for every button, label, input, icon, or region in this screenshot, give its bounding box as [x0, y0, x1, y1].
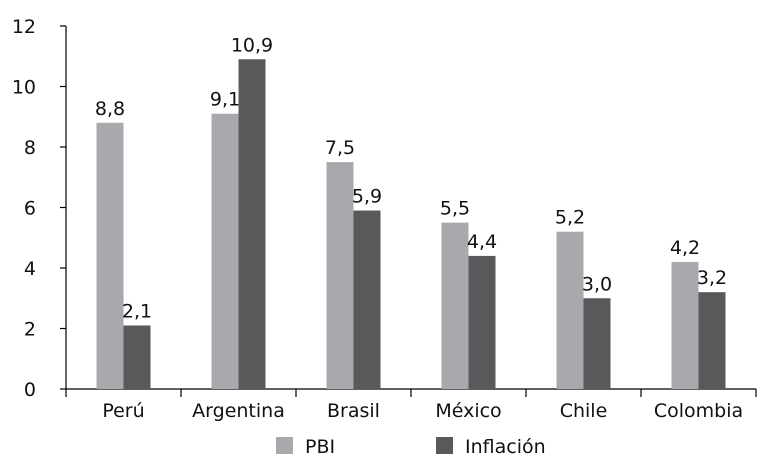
- bar-pbi-argentina: [211, 113, 239, 389]
- x-category-label: Chile: [560, 400, 608, 422]
- bar-pbi-per-: [96, 122, 124, 390]
- data-label: 5,5: [440, 198, 470, 220]
- y-tick-label: 12: [12, 16, 36, 38]
- legend-swatch: [276, 437, 293, 454]
- data-label: 3,0: [582, 273, 612, 295]
- y-tick-label: 2: [24, 319, 36, 341]
- x-category-label: Perú: [102, 400, 144, 422]
- bar-pbi-chile: [556, 231, 584, 389]
- bar-inflaci-n-colombia: [698, 292, 726, 389]
- data-label: 3,2: [697, 267, 727, 289]
- bar-pbi-colombia: [671, 261, 699, 389]
- x-category-label: Brasil: [327, 400, 380, 422]
- data-label: 10,9: [231, 34, 273, 56]
- x-category-label: Argentina: [192, 400, 285, 422]
- legend-label: PBI: [305, 436, 335, 458]
- y-tick-label: 8: [24, 137, 36, 159]
- y-tick-label: 10: [12, 77, 36, 99]
- bar-pbi-brasil: [326, 162, 354, 389]
- x-category-label: Colombia: [654, 400, 743, 422]
- x-category-label: México: [435, 400, 501, 422]
- data-label: 4,2: [670, 237, 700, 259]
- bar-inflaci-n-per-: [123, 325, 151, 389]
- y-tick-label: 6: [24, 198, 36, 220]
- y-axis: 0 2 4 6 8 10 12: [12, 16, 67, 401]
- data-labels: 8,8 2,1 9,1 10,9 7,5 5,9 5,5 4,4 5,2 3,0 4,2 3,2: [95, 34, 727, 322]
- legend-swatch: [436, 437, 453, 454]
- bar-inflaci-n-brasil: [353, 210, 381, 389]
- legend: PBI Inflación: [276, 436, 546, 458]
- y-tick-label: 4: [24, 258, 36, 280]
- bar-pbi-m-xico: [441, 222, 469, 389]
- bar-inflaci-n-chile: [583, 298, 611, 389]
- bar-inflaci-n-m-xico: [468, 255, 496, 389]
- bars: [96, 59, 726, 390]
- data-label: 4,4: [467, 231, 497, 253]
- data-label: 9,1: [210, 89, 240, 111]
- x-axis: Perú Argentina Brasil México Chile Colombia: [65, 388, 757, 422]
- legend-label: Inflación: [465, 436, 546, 458]
- bar-inflaci-n-argentina: [238, 59, 266, 390]
- data-label: 8,8: [95, 98, 125, 120]
- data-label: 2,1: [122, 300, 152, 322]
- y-tick-label: 0: [24, 379, 36, 401]
- data-label: 5,2: [555, 207, 585, 229]
- data-label: 7,5: [325, 137, 355, 159]
- data-label: 5,9: [352, 186, 382, 208]
